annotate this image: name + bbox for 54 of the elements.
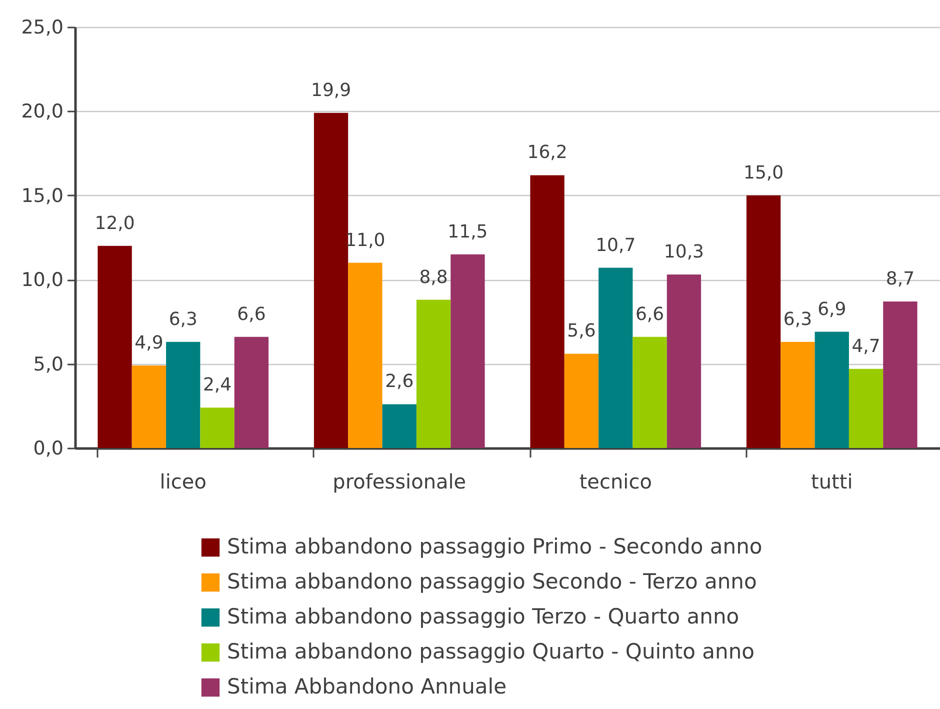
data-label: 10,3 [664, 242, 704, 263]
data-label: 15,0 [744, 162, 784, 184]
bar [416, 300, 451, 448]
x-tick-label: professionale [332, 470, 466, 494]
data-label: 11,5 [448, 221, 488, 242]
bar [200, 408, 234, 448]
legend-label: Stima abbandono passaggio Terzo - Quarto anno [227, 604, 740, 628]
data-label: 8,8 [419, 266, 448, 288]
bar [530, 175, 564, 448]
legend-label: Stima abbandono passaggio Secondo - Terzo anno [227, 570, 757, 594]
data-label: 2,6 [385, 371, 414, 392]
bar [564, 354, 599, 448]
y-tick-label: 25,0 [21, 16, 64, 38]
data-label: 6,6 [635, 304, 664, 325]
data-label: 19,9 [311, 80, 352, 101]
bar [98, 246, 132, 448]
y-tick-label: 5,0 [33, 353, 64, 376]
legend-label: Stima abbandono passaggio Quarto - Quinto anno [227, 640, 755, 664]
bar [450, 254, 485, 448]
x-tick-label: tutti [810, 470, 853, 494]
bar [746, 195, 781, 448]
bar [234, 336, 269, 448]
y-tick-label: 10,0 [21, 269, 64, 292]
data-label: 4,9 [134, 332, 164, 354]
bar [780, 342, 815, 448]
data-label: 10,7 [596, 234, 636, 256]
y-tick-label: 0,0 [33, 438, 64, 460]
x-tick-label: liceo [160, 470, 206, 494]
data-label: 12,0 [94, 212, 135, 234]
bar [132, 365, 166, 448]
data-label: 2,4 [202, 374, 232, 396]
data-label: 6,6 [237, 304, 266, 325]
data-label: 6,3 [783, 308, 812, 330]
data-label: 6,3 [168, 308, 198, 330]
data-label: 8,7 [886, 268, 915, 290]
bar [814, 332, 849, 448]
x-tick-label: tecnico [579, 470, 652, 494]
data-label: 4,7 [852, 336, 880, 357]
bar [598, 268, 633, 448]
bar [666, 274, 702, 448]
y-tick-label: 20,0 [21, 100, 64, 123]
bar [166, 342, 200, 448]
legend-label: Stima abbandono passaggio Primo - Secondo anno [227, 534, 762, 558]
data-label: 16,2 [527, 142, 568, 164]
data-label: 6,9 [818, 298, 846, 320]
bar [382, 404, 416, 448]
legend-label: Stima Abbandono Annuale [227, 674, 507, 698]
bar [314, 112, 348, 448]
data-label: 5,6 [567, 320, 596, 342]
bar [848, 368, 884, 448]
bar [348, 262, 382, 448]
y-tick-label: 15,0 [21, 184, 64, 207]
bar [632, 336, 667, 448]
bar [883, 301, 918, 448]
